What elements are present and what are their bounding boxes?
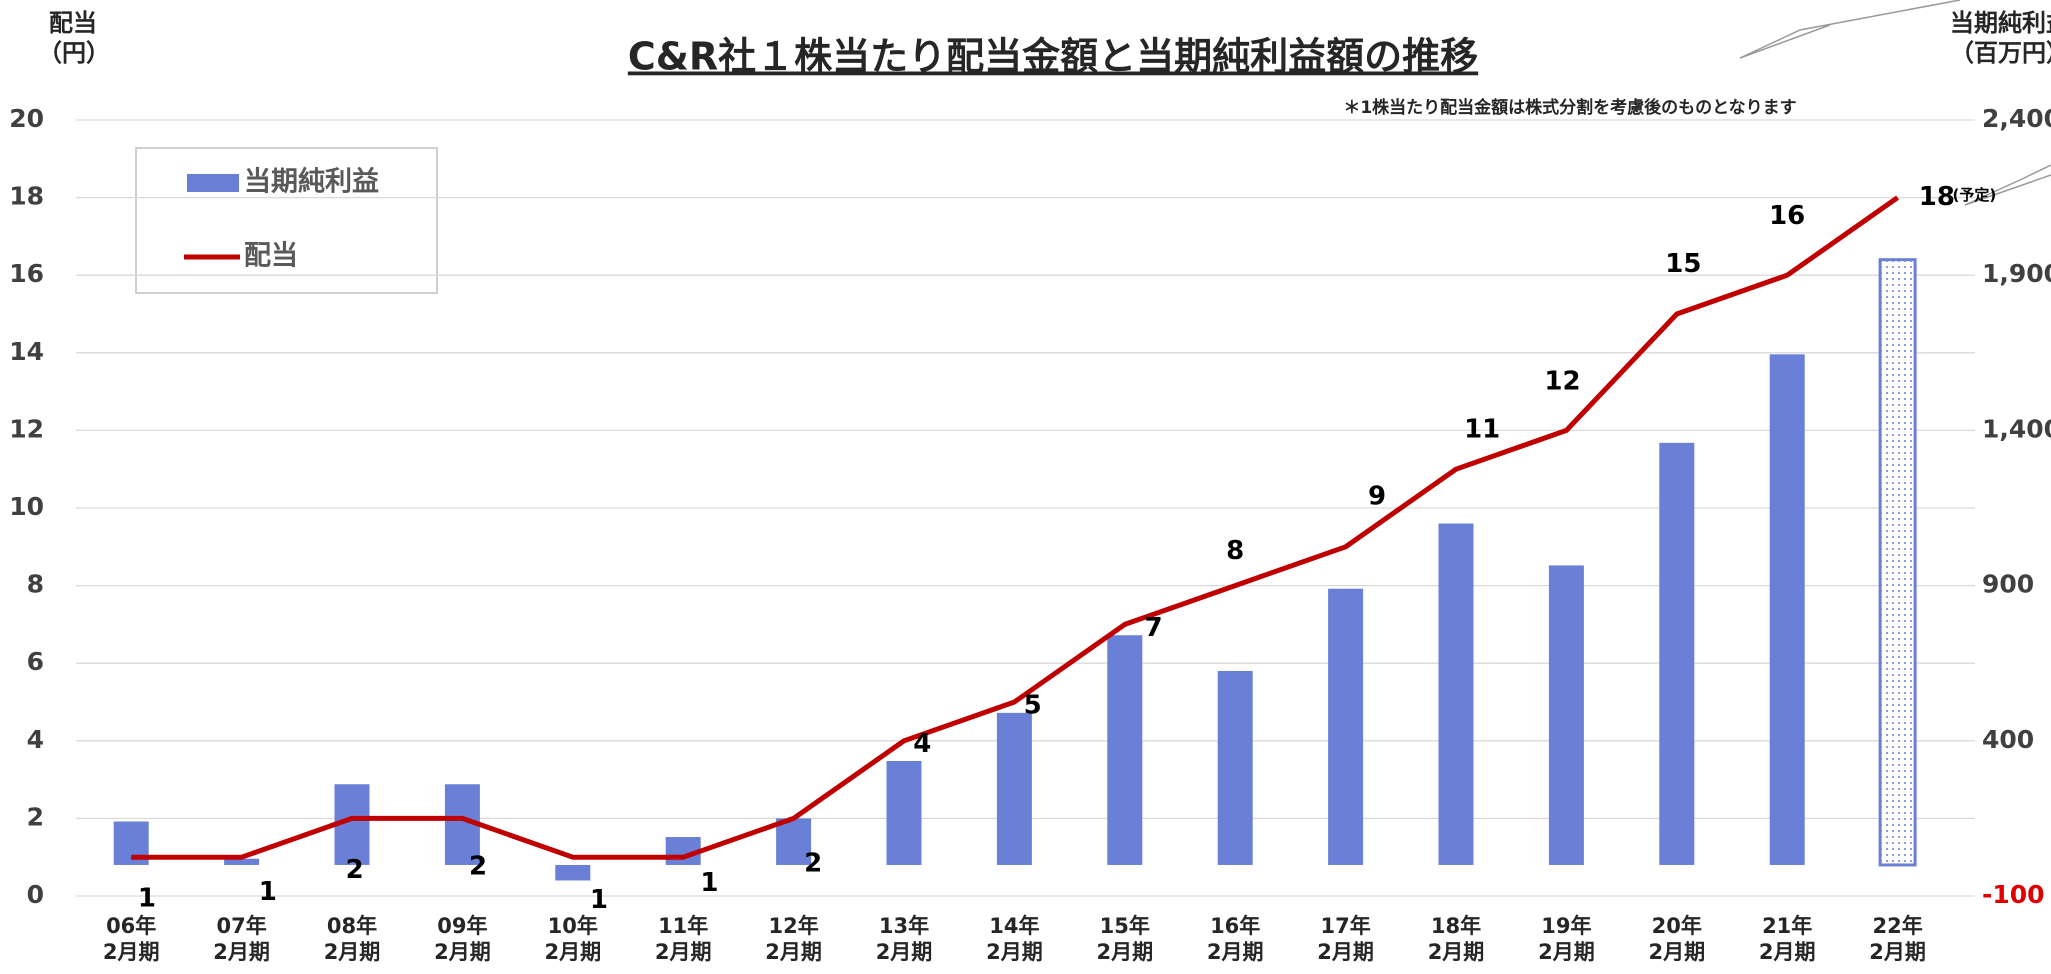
x-tick-label: 22年 2月期	[1869, 914, 1926, 965]
y-tick-label: 0	[27, 880, 44, 909]
y-tick-label: 6	[27, 647, 44, 676]
data-label: 1	[259, 877, 277, 907]
data-label: 7	[1145, 613, 1163, 643]
bar	[886, 760, 922, 865]
y2-tick-label: 1,900	[1982, 259, 2051, 288]
x-tick-label: 19年 2月期	[1538, 914, 1595, 965]
x-tick-label: 09年 2月期	[434, 914, 491, 965]
data-label: 1	[138, 884, 156, 914]
x-tick-label: 07年 2月期	[213, 914, 270, 965]
bar	[776, 818, 812, 865]
bar	[1438, 523, 1474, 865]
data-label: 18	[1919, 182, 1955, 212]
y-tick-label: 4	[27, 725, 44, 754]
data-label: 1	[590, 885, 608, 915]
legend-box	[135, 147, 438, 294]
y-tick-label: 2	[27, 802, 44, 831]
y-tick-label: 14	[9, 337, 44, 366]
y2-axis-title: 当期純利益 （百万円）	[1950, 9, 2051, 67]
y-tick-label: 20	[9, 104, 44, 133]
bar	[1107, 635, 1143, 865]
note: ＊1株当たり配当金額は株式分割を考慮後のものとなります	[1343, 97, 1796, 118]
y-tick-label: 12	[9, 414, 44, 443]
y-axis-title: 配当 （円）	[38, 9, 110, 67]
bar	[555, 864, 591, 881]
forecast-label: (予定)	[1953, 186, 1997, 204]
x-tick-label: 17年 2月期	[1317, 914, 1374, 965]
x-tick-label: 20年 2月期	[1648, 914, 1706, 965]
x-tick-label: 08年 2月期	[323, 914, 381, 965]
y2-tick-label: 2,400	[1982, 104, 2051, 133]
x-tick-label: 12年 2月期	[765, 914, 822, 965]
y2-tick-label: 1,400	[1982, 414, 2051, 443]
line	[131, 195, 1900, 860]
x-tick-label: 13年 2月期	[875, 914, 933, 965]
bar	[1769, 354, 1805, 865]
data-label: 9	[1368, 482, 1386, 512]
x-tick-label: 06年 2月期	[102, 914, 160, 965]
data-label: 15	[1665, 249, 1701, 279]
bar	[1878, 258, 1917, 867]
callout-shape	[1739, 0, 1961, 59]
legend-swatch	[187, 174, 239, 192]
data-label: 2	[469, 851, 487, 881]
bar	[1217, 670, 1253, 865]
bar	[996, 712, 1032, 865]
data-label: 5	[1024, 690, 1042, 720]
x-tick-label: 18年 2月期	[1427, 914, 1485, 965]
y-tick-label: 10	[9, 492, 44, 521]
x-tick-label: 10年 2月期	[544, 914, 602, 965]
x-tick-label: 11年 2月期	[654, 914, 712, 965]
y2-tick-label: 400	[1982, 725, 2034, 754]
y-tick-label: 16	[9, 259, 44, 288]
bar	[1659, 442, 1695, 865]
x-tick-label: 16年 2月期	[1206, 914, 1264, 965]
y-tick-label: 18	[9, 182, 44, 211]
legend-label: 配当	[244, 241, 298, 272]
data-label: 12	[1544, 367, 1580, 397]
data-label: 4	[913, 729, 931, 759]
data-label: 1	[700, 868, 718, 898]
bar	[224, 858, 260, 865]
data-label: 8	[1226, 536, 1244, 566]
legend-label: 当期純利益	[244, 166, 379, 198]
bar	[1328, 588, 1364, 865]
y-tick-label: 8	[27, 570, 44, 599]
bar	[1548, 565, 1584, 865]
x-tick-label: 15年 2月期	[1096, 914, 1154, 965]
data-label: 16	[1769, 201, 1805, 231]
chart-title: C&R社１株当たり配当金額と当期純利益額の推移	[628, 35, 1478, 79]
data-label: 2	[804, 849, 822, 879]
data-label: 2	[346, 855, 364, 885]
y2-tick-label: -100	[1982, 880, 2045, 909]
callout-shape	[1964, 164, 2051, 206]
y2-tick-label: 900	[1982, 570, 2034, 599]
x-tick-label: 21年 2月期	[1758, 914, 1816, 965]
x-tick-label: 14年 2月期	[986, 914, 1043, 965]
data-label: 11	[1464, 414, 1500, 444]
